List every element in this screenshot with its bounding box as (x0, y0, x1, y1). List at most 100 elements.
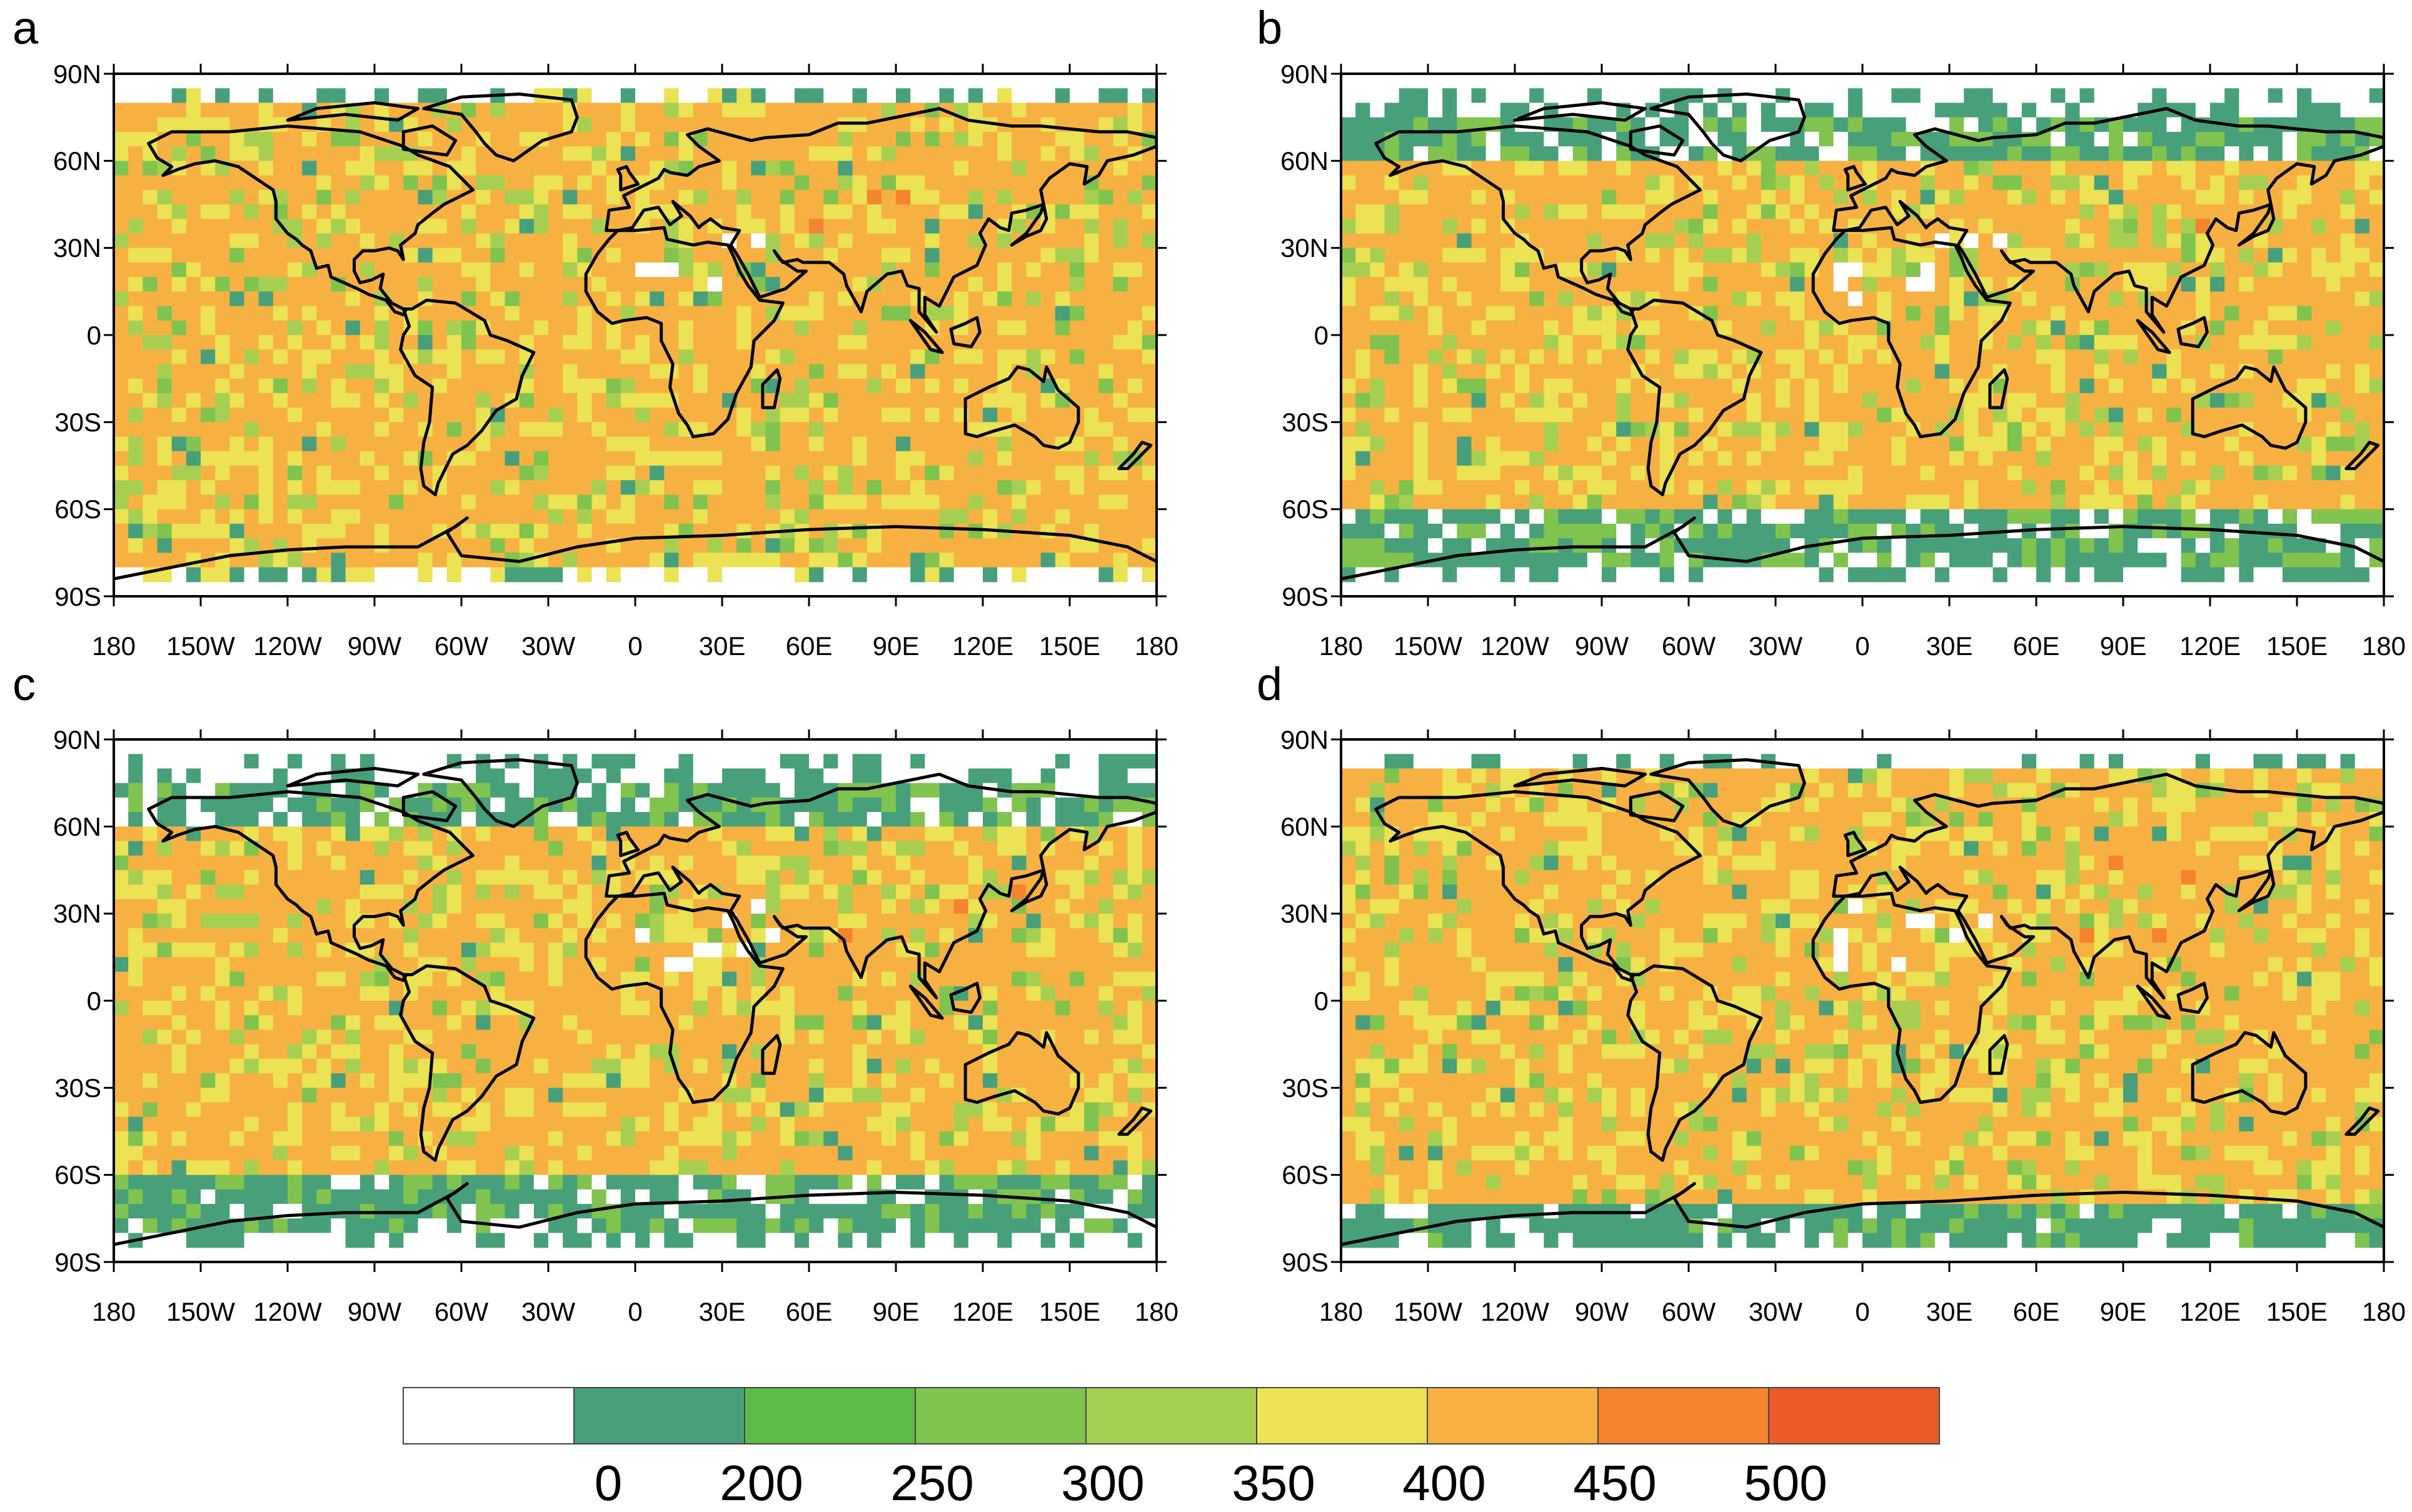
data-cell (693, 509, 708, 524)
data-cell (2311, 494, 2326, 510)
data-cell (533, 189, 549, 205)
data-cell (823, 466, 838, 481)
data-cells (1341, 88, 2384, 583)
data-cell (1558, 364, 1574, 379)
data-cell (201, 408, 216, 423)
data-cell (2166, 422, 2182, 438)
data-cell (143, 277, 158, 292)
data-cell (1717, 131, 1733, 147)
data-cell (620, 466, 636, 481)
data-cell (2065, 219, 2081, 234)
data-cell (707, 466, 723, 481)
data-cell (1819, 422, 1834, 438)
data-cell (1776, 277, 1791, 292)
data-cell (591, 523, 607, 539)
data-cell (2152, 306, 2168, 321)
data-cell (838, 509, 853, 524)
data-cell (736, 436, 751, 452)
data-cell (1689, 393, 1704, 408)
data-cell (2123, 422, 2138, 438)
data-cell (1949, 291, 1964, 307)
data-cell (186, 219, 201, 234)
data-cell (809, 335, 824, 350)
data-cell (1949, 161, 1964, 176)
data-cell (1891, 262, 1907, 278)
data-cell (1355, 175, 1370, 191)
data-cell (2123, 117, 2138, 133)
data-cell (2166, 175, 2182, 191)
data-cell (345, 349, 361, 365)
data-cell (2354, 378, 2370, 394)
data-cell (852, 422, 868, 438)
data-cell (925, 364, 940, 379)
data-cell (1761, 466, 1776, 481)
data-cell (2181, 567, 2196, 583)
data-cell (1659, 131, 1675, 147)
data-cell (359, 189, 375, 205)
data-cell (1891, 567, 1907, 583)
data-cell (2369, 378, 2384, 394)
data-cell (476, 378, 491, 394)
data-cell (533, 451, 549, 466)
data-cell (751, 466, 766, 481)
data-cell (881, 277, 897, 292)
data-cell (606, 189, 621, 205)
data-cell (1587, 509, 1602, 524)
data-cell (331, 219, 346, 234)
data-cell (2051, 567, 2066, 583)
data-cell (2239, 248, 2254, 263)
data-cell (2195, 161, 2211, 176)
data-cell (359, 175, 375, 191)
data-cell (1631, 131, 1646, 147)
data-cell (2108, 436, 2124, 452)
data-cell (823, 523, 838, 539)
data-cell (823, 320, 838, 336)
data-cell (809, 277, 824, 292)
data-cell (563, 378, 578, 394)
data-cell (1070, 189, 1085, 205)
data-cell (1355, 262, 1370, 278)
data-cell (1964, 436, 1979, 452)
data-cell (533, 364, 549, 379)
data-cell (1776, 480, 1791, 496)
data-cell (1026, 131, 1042, 147)
data-cell (229, 408, 245, 423)
data-cell (591, 553, 607, 568)
data-cell (1776, 393, 1791, 408)
data-cell (1098, 204, 1114, 219)
data-cell (1515, 146, 1530, 161)
data-cell (650, 262, 665, 278)
data-cell (1500, 494, 1515, 510)
data-cell (215, 523, 230, 539)
data-cell (2311, 480, 2326, 496)
data-cell (650, 88, 665, 104)
data-cell (896, 553, 911, 568)
lon-label-30e: 30E (699, 631, 746, 661)
data-cell (519, 567, 535, 583)
data-cell (736, 146, 751, 161)
data-cell (215, 538, 230, 553)
data-cell (606, 277, 621, 292)
data-cell (1558, 146, 1574, 161)
data-cell (939, 553, 955, 568)
data-cell (1098, 422, 1114, 438)
data-cell (2311, 146, 2326, 161)
data-cell (1084, 349, 1099, 365)
data-cell (794, 393, 810, 408)
data-cell (620, 567, 636, 583)
data-cell (389, 219, 404, 234)
data-cell (1370, 103, 1385, 118)
data-cell (2021, 146, 2037, 161)
data-cell (2152, 494, 2168, 510)
data-cell (2340, 523, 2356, 539)
data-cell (1355, 364, 1370, 379)
data-cell (1355, 393, 1370, 408)
data-cell (2094, 306, 2109, 321)
data-cell (389, 422, 404, 438)
data-cell (2036, 393, 2051, 408)
data-cell (1442, 117, 1457, 133)
data-cell (1776, 117, 1791, 133)
data-cell (1920, 364, 1936, 379)
data-cell (1055, 480, 1070, 496)
data-cell (1891, 175, 1907, 191)
